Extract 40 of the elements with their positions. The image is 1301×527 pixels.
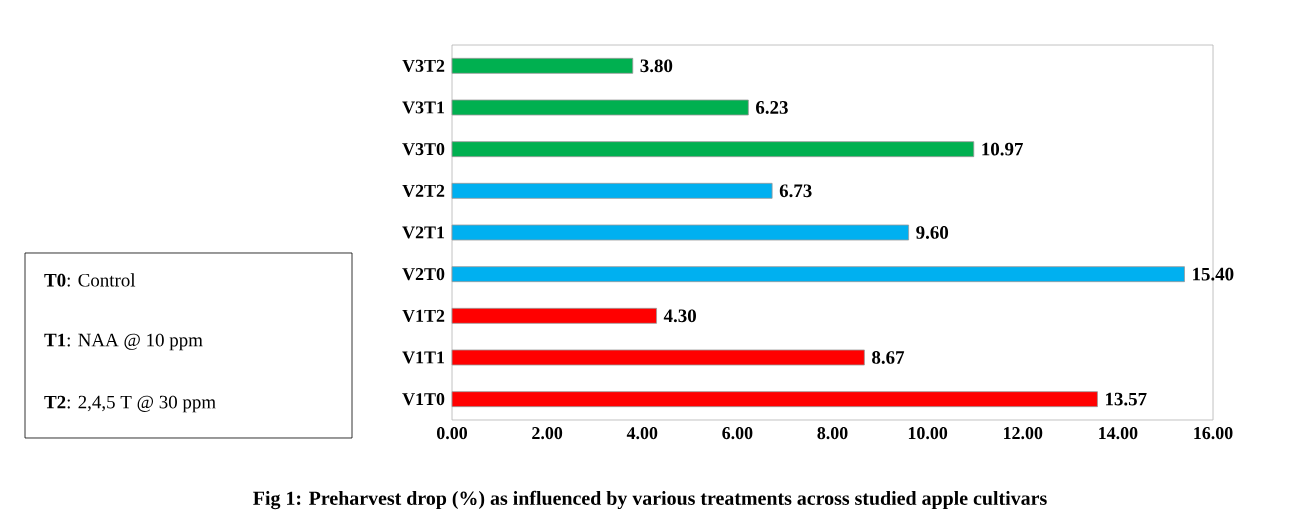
data-label: 15.40 (1193, 267, 1234, 281)
data-label: 4.30 (663, 309, 696, 323)
x-tick-label: 14.00 (1099, 427, 1138, 440)
y-tick-label: V3T2 (402, 59, 445, 72)
bar (451, 266, 1185, 283)
text: T1: NAA @ 10 ppm (44, 333, 203, 351)
bar (451, 182, 773, 199)
y-tick-label: V2T1 (402, 226, 445, 239)
bar (451, 349, 865, 366)
data-label: 6.73 (779, 184, 812, 198)
x-tick-label: 10.00 (908, 427, 948, 440)
data-label: 6.23 (756, 101, 788, 114)
y-tick-label: V3T1 (402, 101, 445, 114)
x-tick-label: 6.00 (722, 427, 753, 440)
y-tick-label: V1T1 (402, 351, 445, 364)
data-label: 13.57 (1106, 392, 1147, 406)
bar (451, 391, 1098, 408)
data-label: 9.60 (916, 226, 949, 239)
bar (451, 57, 634, 74)
text: Fig 1: Preharvest drop (%) as influenced by various treatments across studied apple cultivars (253, 490, 1047, 510)
bar (451, 307, 657, 324)
y-tick-label: V1T0 (402, 393, 445, 406)
bar (451, 224, 910, 241)
x-tick-label: 2.00 (532, 427, 563, 440)
y-tick-label: V2T0 (402, 268, 445, 281)
x-tick-label: 4.00 (626, 427, 658, 440)
y-tick-label: V2T2 (402, 184, 445, 197)
x-tick-label: 0.00 (437, 427, 468, 440)
data-label: 10.97 (982, 142, 1023, 156)
text: T0: Control (44, 273, 136, 287)
y-tick-label: V3T0 (402, 143, 445, 156)
data-label: 8.67 (872, 351, 905, 364)
bar (451, 99, 749, 116)
x-tick-label: 12.00 (1004, 427, 1043, 440)
text: T2: 2,4,5 T @ 30 ppm (44, 395, 216, 413)
y-tick-label: V1T2 (402, 309, 445, 322)
bar (451, 141, 975, 158)
data-label: 3.80 (640, 59, 673, 73)
x-tick-label: 16.00 (1194, 427, 1233, 440)
x-tick-label: 8.00 (817, 427, 848, 440)
